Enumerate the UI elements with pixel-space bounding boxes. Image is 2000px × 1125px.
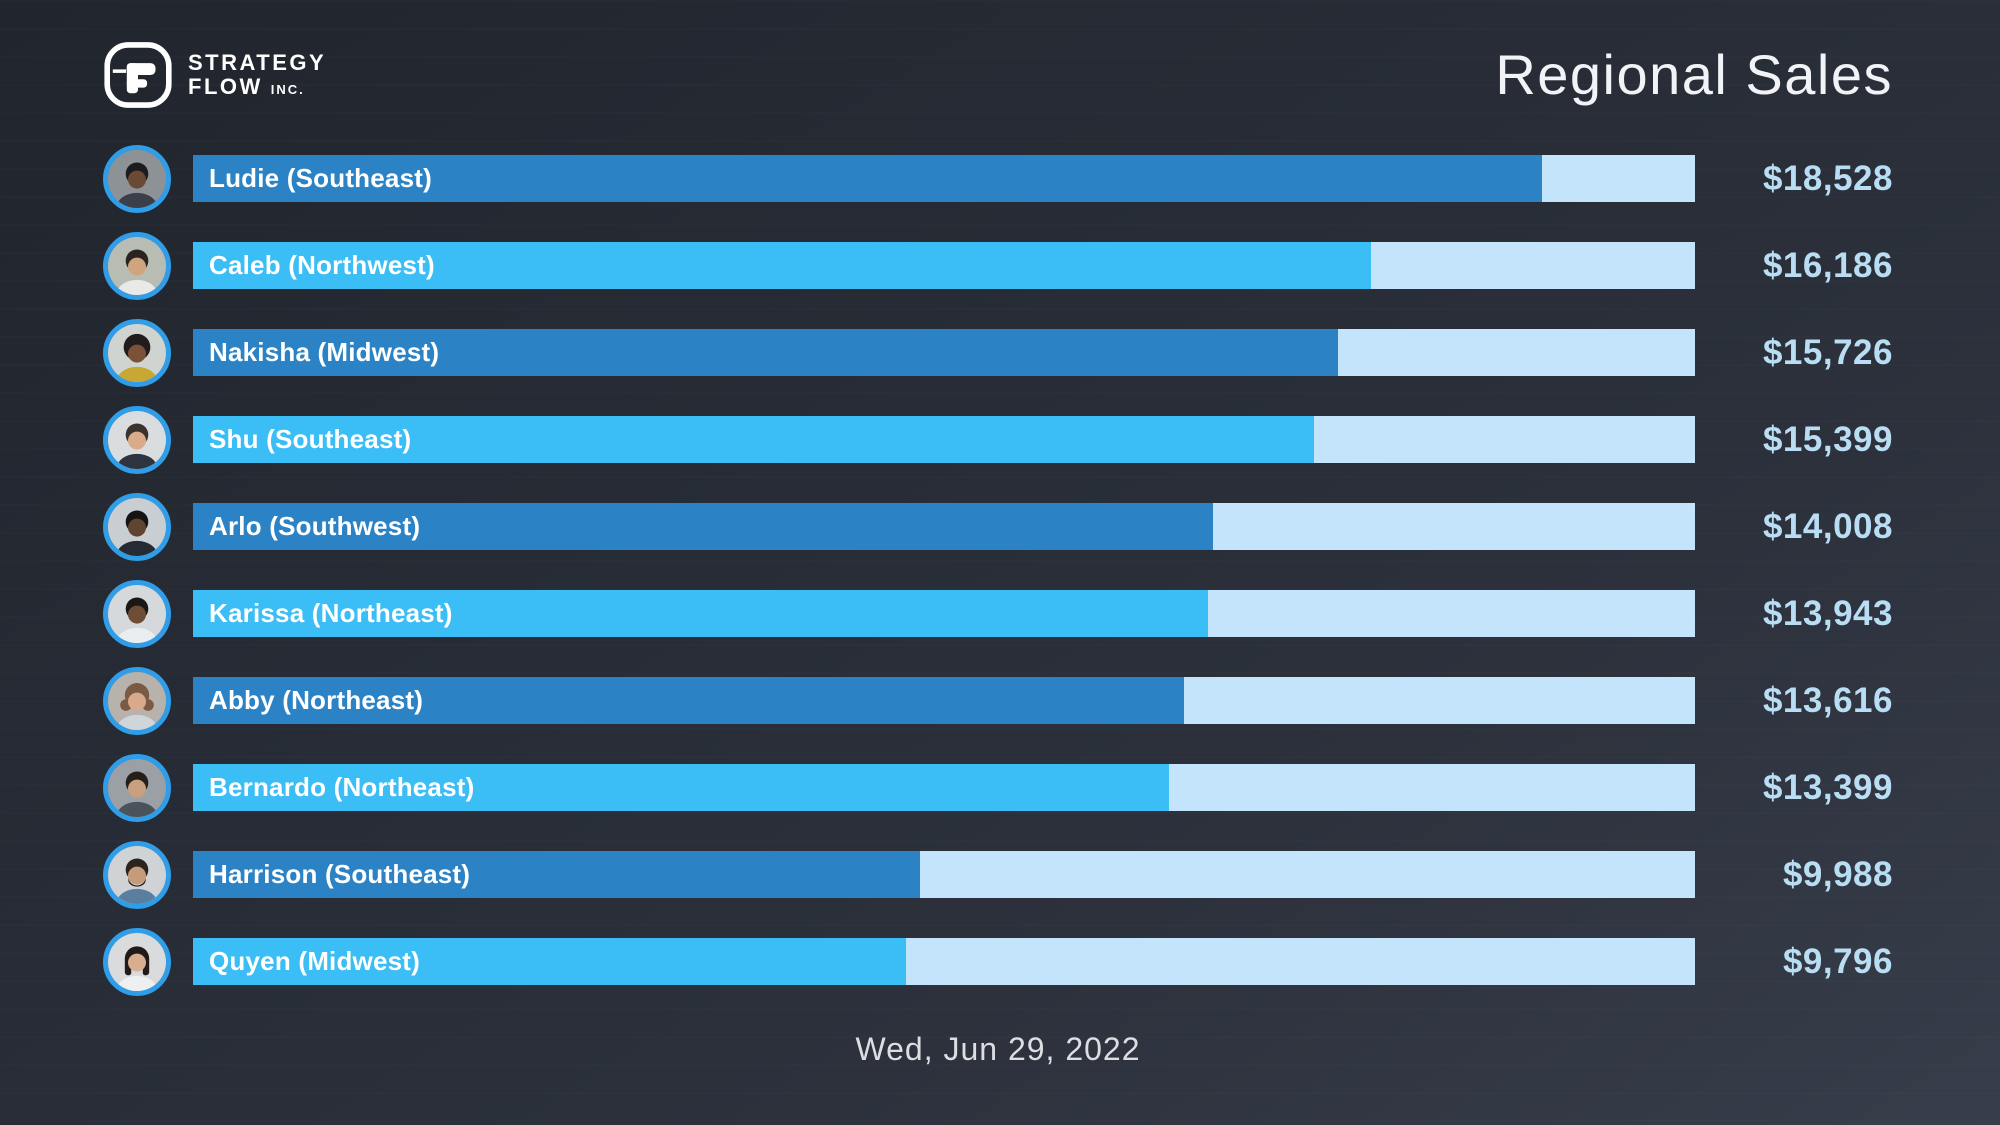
bar-label: Karissa (Northeast) (209, 598, 453, 628)
bar-fill (193, 155, 1542, 202)
avatar (103, 579, 171, 648)
leaderboard-row: Ludie (Southeast) $18,528 (103, 144, 1893, 213)
leaderboard-row: Harrison (Southeast) $9,988 (103, 840, 1893, 909)
bar-value: $18,528 (1762, 158, 1893, 198)
bar-fill (193, 590, 1209, 637)
bar-track: Quyen (Midwest) (193, 938, 1695, 985)
bar-fill (193, 677, 1185, 724)
bar-label: Bernardo (Northeast) (209, 772, 475, 802)
leaderboard-row: Quyen (Midwest) $9,796 (103, 927, 1893, 996)
leaderboard-row: Caleb (Northwest) $16,186 (103, 231, 1893, 300)
bar-track: Caleb (Northwest) (193, 242, 1695, 289)
bar-fill (193, 329, 1338, 376)
bar-track: Bernardo (Northeast) (193, 764, 1695, 811)
avatar-photo-icon (108, 932, 166, 991)
brand-suffix: INC. (270, 82, 305, 97)
header: STRATEGY FLOW INC. Regional Sales (103, 0, 1893, 114)
avatar (103, 231, 171, 300)
avatar (103, 318, 171, 387)
avatar (103, 492, 171, 561)
bar-label: Caleb (Northwest) (209, 250, 435, 280)
bar-fill (193, 503, 1213, 550)
avatar (103, 405, 171, 474)
avatar (103, 753, 171, 822)
avatar-photo-icon (108, 149, 166, 208)
leaderboard: Ludie (Southeast) $18,528 Caleb (Northwest… (103, 144, 1893, 996)
bar-fill (193, 851, 921, 898)
bar-track: Shu (Southeast) (193, 416, 1695, 463)
bar-value: $9,796 (1782, 941, 1893, 981)
leaderboard-row: Arlo (Southwest) $14,008 (103, 492, 1893, 561)
strategy-flow-logo-icon (104, 42, 172, 108)
bar-track: Abby (Northeast) (193, 677, 1695, 724)
brand-name-line2: FLOW (188, 74, 263, 99)
bar-value: $14,008 (1762, 506, 1893, 546)
bar-track: Harrison (Southeast) (193, 851, 1695, 898)
leaderboard-row: Abby (Northeast) $13,616 (103, 666, 1893, 735)
avatar-photo-icon (108, 845, 166, 904)
bar-value: $13,943 (1762, 593, 1893, 633)
bar-track: Karissa (Northeast) (193, 590, 1695, 637)
footer: Wed, Jun 29, 2022 (103, 1031, 1893, 1068)
avatar-photo-icon (108, 497, 166, 556)
bar-label: Abby (Northeast) (209, 685, 424, 715)
leaderboard-row: Bernardo (Northeast) $13,399 (103, 753, 1893, 822)
brand-logo: STRATEGY FLOW INC. (103, 41, 326, 109)
bar-value: $15,726 (1762, 332, 1893, 372)
bar-fill (193, 416, 1315, 463)
bar-label: Quyen (Midwest) (209, 946, 421, 976)
bar-fill (193, 764, 1169, 811)
avatar-photo-icon (108, 236, 166, 295)
bar-track: Nakisha (Midwest) (193, 329, 1695, 376)
bar-value: $15,399 (1762, 419, 1893, 459)
brand-name-line1: STRATEGY (188, 50, 327, 76)
avatar-photo-icon (108, 410, 166, 469)
leaderboard-row: Karissa (Northeast) $13,943 (103, 579, 1893, 648)
avatar-photo-icon (108, 671, 166, 730)
bar-label: Nakisha (Midwest) (209, 337, 440, 367)
bar-value: $13,616 (1762, 680, 1893, 720)
leaderboard-row: Shu (Southeast) $15,399 (103, 405, 1893, 474)
bar-value: $16,186 (1762, 245, 1893, 285)
bar-track: Ludie (Southeast) (193, 155, 1695, 202)
bar-track: Arlo (Southwest) (193, 503, 1695, 550)
bar-value: $13,399 (1762, 767, 1893, 807)
date-label: Wed, Jun 29, 2022 (855, 1031, 1141, 1067)
avatar (103, 927, 171, 996)
bar-label: Harrison (Southeast) (209, 859, 471, 889)
bar-label: Arlo (Southwest) (209, 511, 421, 541)
avatar (103, 840, 171, 909)
avatar (103, 144, 171, 213)
bar-label: Ludie (Southeast) (209, 163, 432, 193)
avatar (103, 666, 171, 735)
bar-value: $9,988 (1782, 854, 1893, 894)
avatar-photo-icon (108, 758, 166, 817)
avatar-photo-icon (108, 323, 166, 382)
bar-fill (193, 938, 907, 985)
brand-name: STRATEGY FLOW INC. (188, 51, 326, 99)
avatar-photo-icon (108, 584, 166, 643)
bar-fill (193, 242, 1372, 289)
page-title: Regional Sales (1495, 43, 1893, 106)
bar-label: Shu (Southeast) (209, 424, 412, 454)
leaderboard-row: Nakisha (Midwest) $15,726 (103, 318, 1893, 387)
